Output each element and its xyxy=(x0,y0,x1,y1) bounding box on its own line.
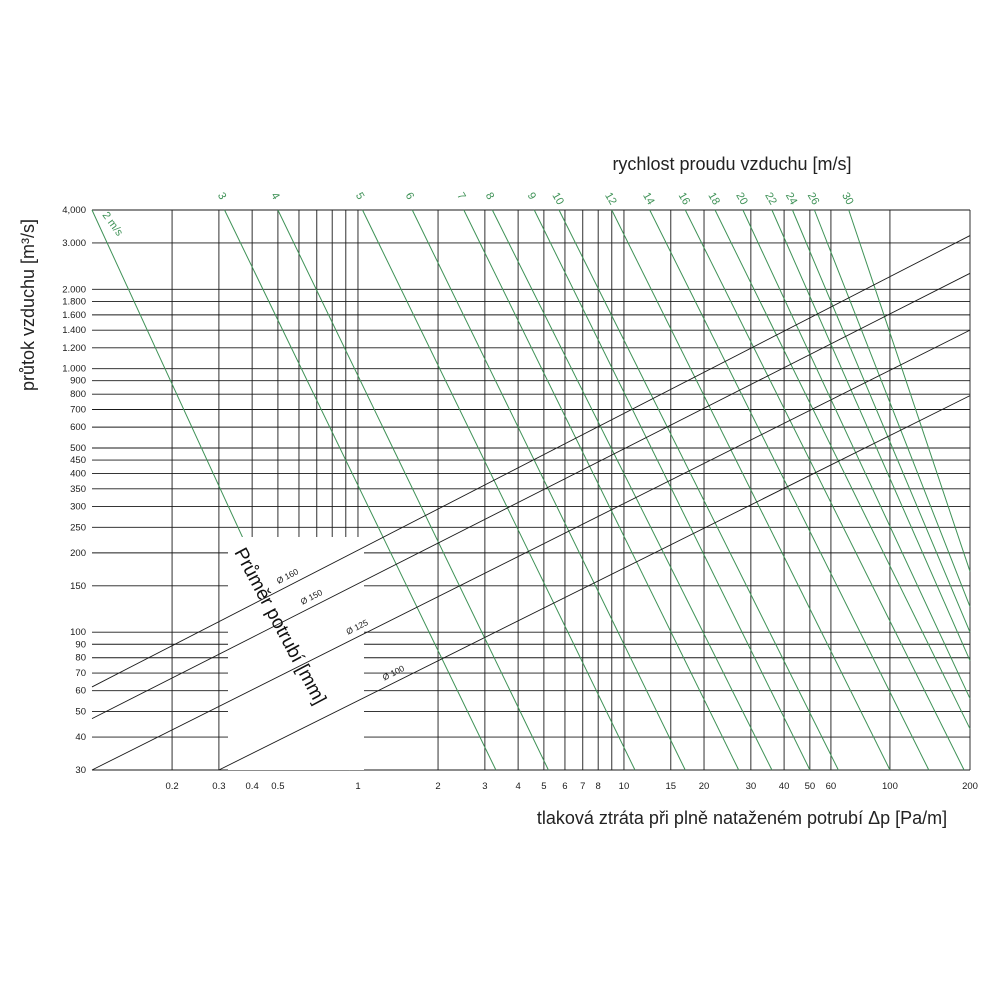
velocity-line-24 xyxy=(791,209,971,633)
y-tick-label: 450 xyxy=(70,455,86,466)
velocity-line-6 xyxy=(411,209,686,771)
x-tick-label: 40 xyxy=(779,781,790,792)
x-tick-label: 0.2 xyxy=(165,781,178,792)
duct-line-150 xyxy=(91,272,971,720)
y-tick-label: 1.000 xyxy=(62,364,86,375)
y-tick-label: 400 xyxy=(70,469,86,480)
velocity-line-4 xyxy=(277,209,549,771)
velocity-label-14: 14 xyxy=(640,191,657,208)
velocity-label-22: 22 xyxy=(762,191,779,208)
velocity-label-4: 4 xyxy=(268,191,281,202)
duct-label-100: Ø 100 xyxy=(381,663,406,682)
velocity-label-30: 30 xyxy=(839,191,856,208)
x-tick-label: 1 xyxy=(355,781,360,792)
velocity-line-9 xyxy=(533,209,811,771)
y-tick-label: 60 xyxy=(75,686,86,697)
y-tick-label: 300 xyxy=(70,501,86,512)
x-tick-label: 0.3 xyxy=(212,781,225,792)
velocity-line-18 xyxy=(714,209,971,730)
velocity-label-16: 16 xyxy=(676,191,693,208)
x-tick-label: 100 xyxy=(882,781,898,792)
velocity-line-10 xyxy=(558,209,839,771)
y-tick-label: 4,000 xyxy=(62,205,86,216)
y-tick-label: 1.600 xyxy=(62,310,86,321)
velocity-label-18: 18 xyxy=(705,191,722,208)
y-tick-label: 1.200 xyxy=(62,343,86,354)
velocity-line-7 xyxy=(463,209,740,771)
x-axis-title: tlaková ztráta při plně nataženém potrub… xyxy=(537,808,947,828)
velocity-label-9: 9 xyxy=(525,191,538,202)
y-tick-label: 3.000 xyxy=(62,238,86,249)
velocity-label-8: 8 xyxy=(483,191,496,202)
velocity-line-16 xyxy=(684,209,965,771)
x-tick-label: 0.4 xyxy=(246,781,259,792)
velocity-label-12: 12 xyxy=(602,191,619,208)
velocity-line-5 xyxy=(362,209,636,771)
duct-line-160 xyxy=(91,235,971,688)
y-tick-label: 500 xyxy=(70,443,86,454)
y-tick-label: 600 xyxy=(70,422,86,433)
y-tick-label: 900 xyxy=(70,376,86,387)
y-tick-label: 800 xyxy=(70,389,86,400)
velocity-label-10: 10 xyxy=(549,191,566,208)
y-tick-label: 40 xyxy=(75,732,86,743)
velocity-label-7: 7 xyxy=(454,191,467,202)
duct-diameter-lines xyxy=(91,235,971,771)
x-tick-label: 20 xyxy=(699,781,710,792)
y-tick-label: 1.400 xyxy=(62,325,86,336)
duct-line-125 xyxy=(91,329,971,771)
duct-line-100 xyxy=(218,395,971,771)
x-tick-label: 3 xyxy=(482,781,487,792)
x-tick-label: 6 xyxy=(562,781,567,792)
velocity-label-6: 6 xyxy=(403,191,416,202)
x-tick-label: 200 xyxy=(962,781,978,792)
x-tick-label: 50 xyxy=(805,781,816,792)
y-tick-label: 90 xyxy=(75,639,86,650)
velocity-line-30 xyxy=(848,209,971,572)
grid-lines xyxy=(92,209,971,771)
velocity-lines xyxy=(91,209,971,771)
y-tick-label: 70 xyxy=(75,668,86,679)
velocity-line-26 xyxy=(813,209,971,607)
x-tick-label: 8 xyxy=(596,781,601,792)
y-tick-label: 100 xyxy=(70,627,86,638)
y-tick-label: 350 xyxy=(70,484,86,495)
y-tick-label: 80 xyxy=(75,653,86,664)
top-axis-title: rychlost proudu vzduchu [m/s] xyxy=(612,154,851,174)
x-tick-label: 30 xyxy=(746,781,757,792)
velocity-label-20: 20 xyxy=(733,191,750,208)
y-tick-label: 30 xyxy=(75,765,86,776)
velocity-line-8 xyxy=(491,209,773,771)
velocity-label-3: 3 xyxy=(215,191,228,202)
x-tick-label: 7 xyxy=(580,781,585,792)
x-tick-label: 0.5 xyxy=(271,781,284,792)
x-tick-label: 4 xyxy=(515,781,520,792)
velocity-line-3 xyxy=(224,209,497,771)
velocity-line-14 xyxy=(649,209,930,771)
velocity-label-26: 26 xyxy=(805,191,822,208)
y-tick-label: 200 xyxy=(70,548,86,559)
y-tick-label: 700 xyxy=(70,404,86,415)
y-tick-label: 1.800 xyxy=(62,296,86,307)
y-tick-label: 2.000 xyxy=(62,284,86,295)
velocity-line-20 xyxy=(742,209,971,699)
y-tick-label: 250 xyxy=(70,522,86,533)
velocity-label-5: 5 xyxy=(353,191,366,202)
velocity-label-24: 24 xyxy=(783,191,800,208)
y-tick-label: 50 xyxy=(75,707,86,718)
x-tick-label: 2 xyxy=(435,781,440,792)
y-axis-title: průtok vzduchu [m³/s] xyxy=(18,219,38,391)
x-tick-label: 60 xyxy=(826,781,837,792)
y-tick-label: 150 xyxy=(70,581,86,592)
velocity-line-22 xyxy=(771,209,971,661)
x-tick-label: 10 xyxy=(619,781,630,792)
x-tick-label: 15 xyxy=(666,781,677,792)
velocity-line-12 xyxy=(611,209,891,771)
x-tick-label: 5 xyxy=(541,781,546,792)
